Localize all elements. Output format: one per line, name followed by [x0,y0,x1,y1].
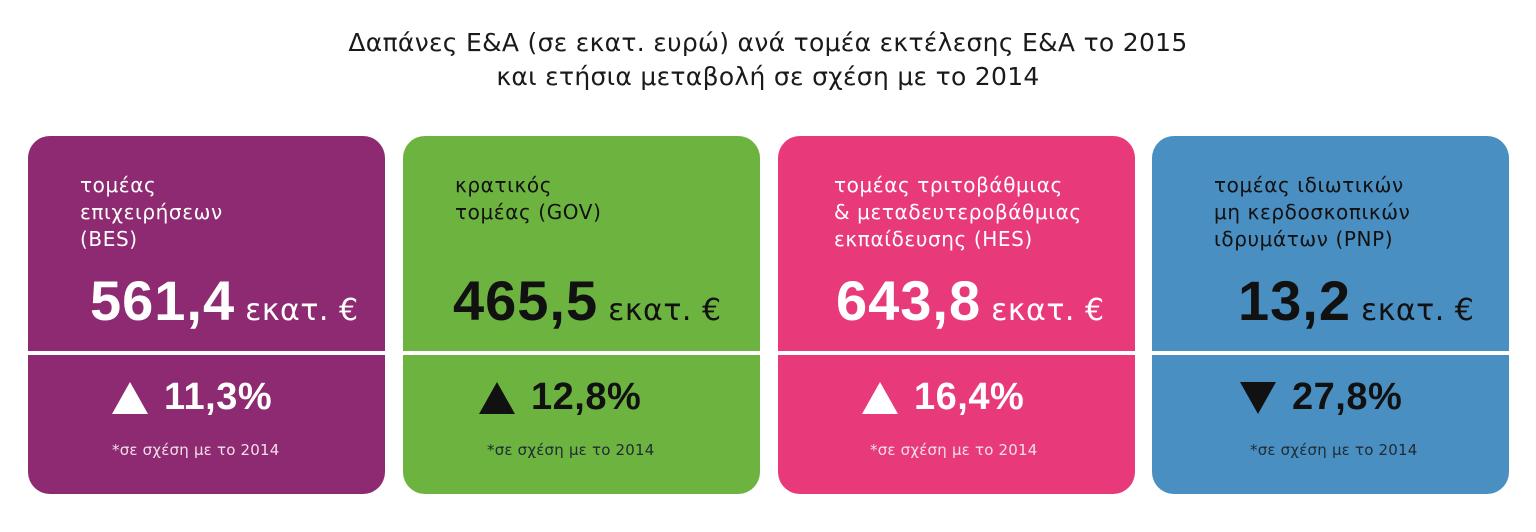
card-label-line: ιδρυμάτων (PNP) [1214,227,1394,251]
amount-unit: εκατ. € [608,293,722,328]
amount: 13,2 εκατ. € [1238,268,1474,333]
card-label-line: κρατικός [455,173,553,197]
card-label: κρατικός τομέας (GOV) [455,172,601,226]
card-label-line: τομέας (GOV) [455,200,602,224]
annual-change: 16,4% [862,376,1024,419]
divider [28,351,385,355]
comparison-note: *σε σχέση με το 2014 [487,441,655,459]
card-label-line: & μεταδευτεροβάθμιας [834,200,1082,224]
card-label: τομέας ιδιωτικών μη κερδοσκοπικών ιδρυμά… [1214,172,1410,253]
triangle-up-icon [112,381,148,414]
annual-change: 11,3% [112,376,272,419]
card-bes: τομέας επιχειρήσεων (BES) 561,4 εκατ. € 1… [28,136,385,494]
amount-unit: εκατ. € [991,293,1105,328]
comparison-note: *σε σχέση με το 2014 [870,441,1038,459]
triangle-up-icon [862,381,898,414]
amount-value: 643,8 [836,269,982,332]
amount: 643,8 εκατ. € [836,268,1105,333]
card-label-line: τομέας τριτοβάθμιας [834,173,1063,197]
card-label-line: τομέας ιδιωτικών [1214,173,1404,197]
annual-change: 27,8% [1240,376,1402,419]
divider [778,351,1135,355]
card-pnp: τομέας ιδιωτικών μη κερδοσκοπικών ιδρυμά… [1152,136,1509,494]
change-percent: 11,3% [164,376,273,418]
page-title: Δαπάνες Ε&Α (σε εκατ. ευρώ) ανά τομέα εκ… [0,26,1536,94]
triangle-down-icon [1240,381,1276,414]
card-gov: κρατικός τομέας (GOV) 465,5 εκατ. € 12,8%… [403,136,760,494]
amount-unit: εκατ. € [1361,293,1475,328]
change-percent: 27,8% [1292,376,1403,418]
change-percent: 16,4% [914,376,1025,418]
card-label-line: μη κερδοσκοπικών [1214,200,1411,224]
card-hes: τομέας τριτοβάθμιας & μεταδευτεροβάθμιας… [778,136,1135,494]
card-label-line: επιχειρήσεων [80,200,223,224]
divider [1152,351,1509,355]
amount-unit: εκατ. € [245,293,359,328]
comparison-note: *σε σχέση με το 2014 [1250,441,1418,459]
change-percent: 12,8% [531,376,642,418]
amount: 561,4 εκατ. € [90,268,359,333]
card-label-line: εκπαίδευσης (HES) [834,227,1033,251]
triangle-up-icon [479,381,515,414]
amount-value: 13,2 [1238,269,1351,332]
amount: 465,5 εκατ. € [453,268,722,333]
card-label-line: τομέας [80,173,157,197]
comparison-note: *σε σχέση με το 2014 [112,441,280,459]
amount-value: 561,4 [90,269,236,332]
title-line-1: Δαπάνες Ε&Α (σε εκατ. ευρώ) ανά τομέα εκ… [348,28,1188,57]
card-label: τομέας επιχειρήσεων (BES) [80,172,223,253]
title-line-2: και ετήσια μεταβολή σε σχέση με το 2014 [496,62,1040,91]
annual-change: 12,8% [479,376,641,419]
card-label: τομέας τριτοβάθμιας & μεταδευτεροβάθμιας… [834,172,1082,253]
divider [403,351,760,355]
card-label-line: (BES) [80,227,138,251]
amount-value: 465,5 [453,269,599,332]
